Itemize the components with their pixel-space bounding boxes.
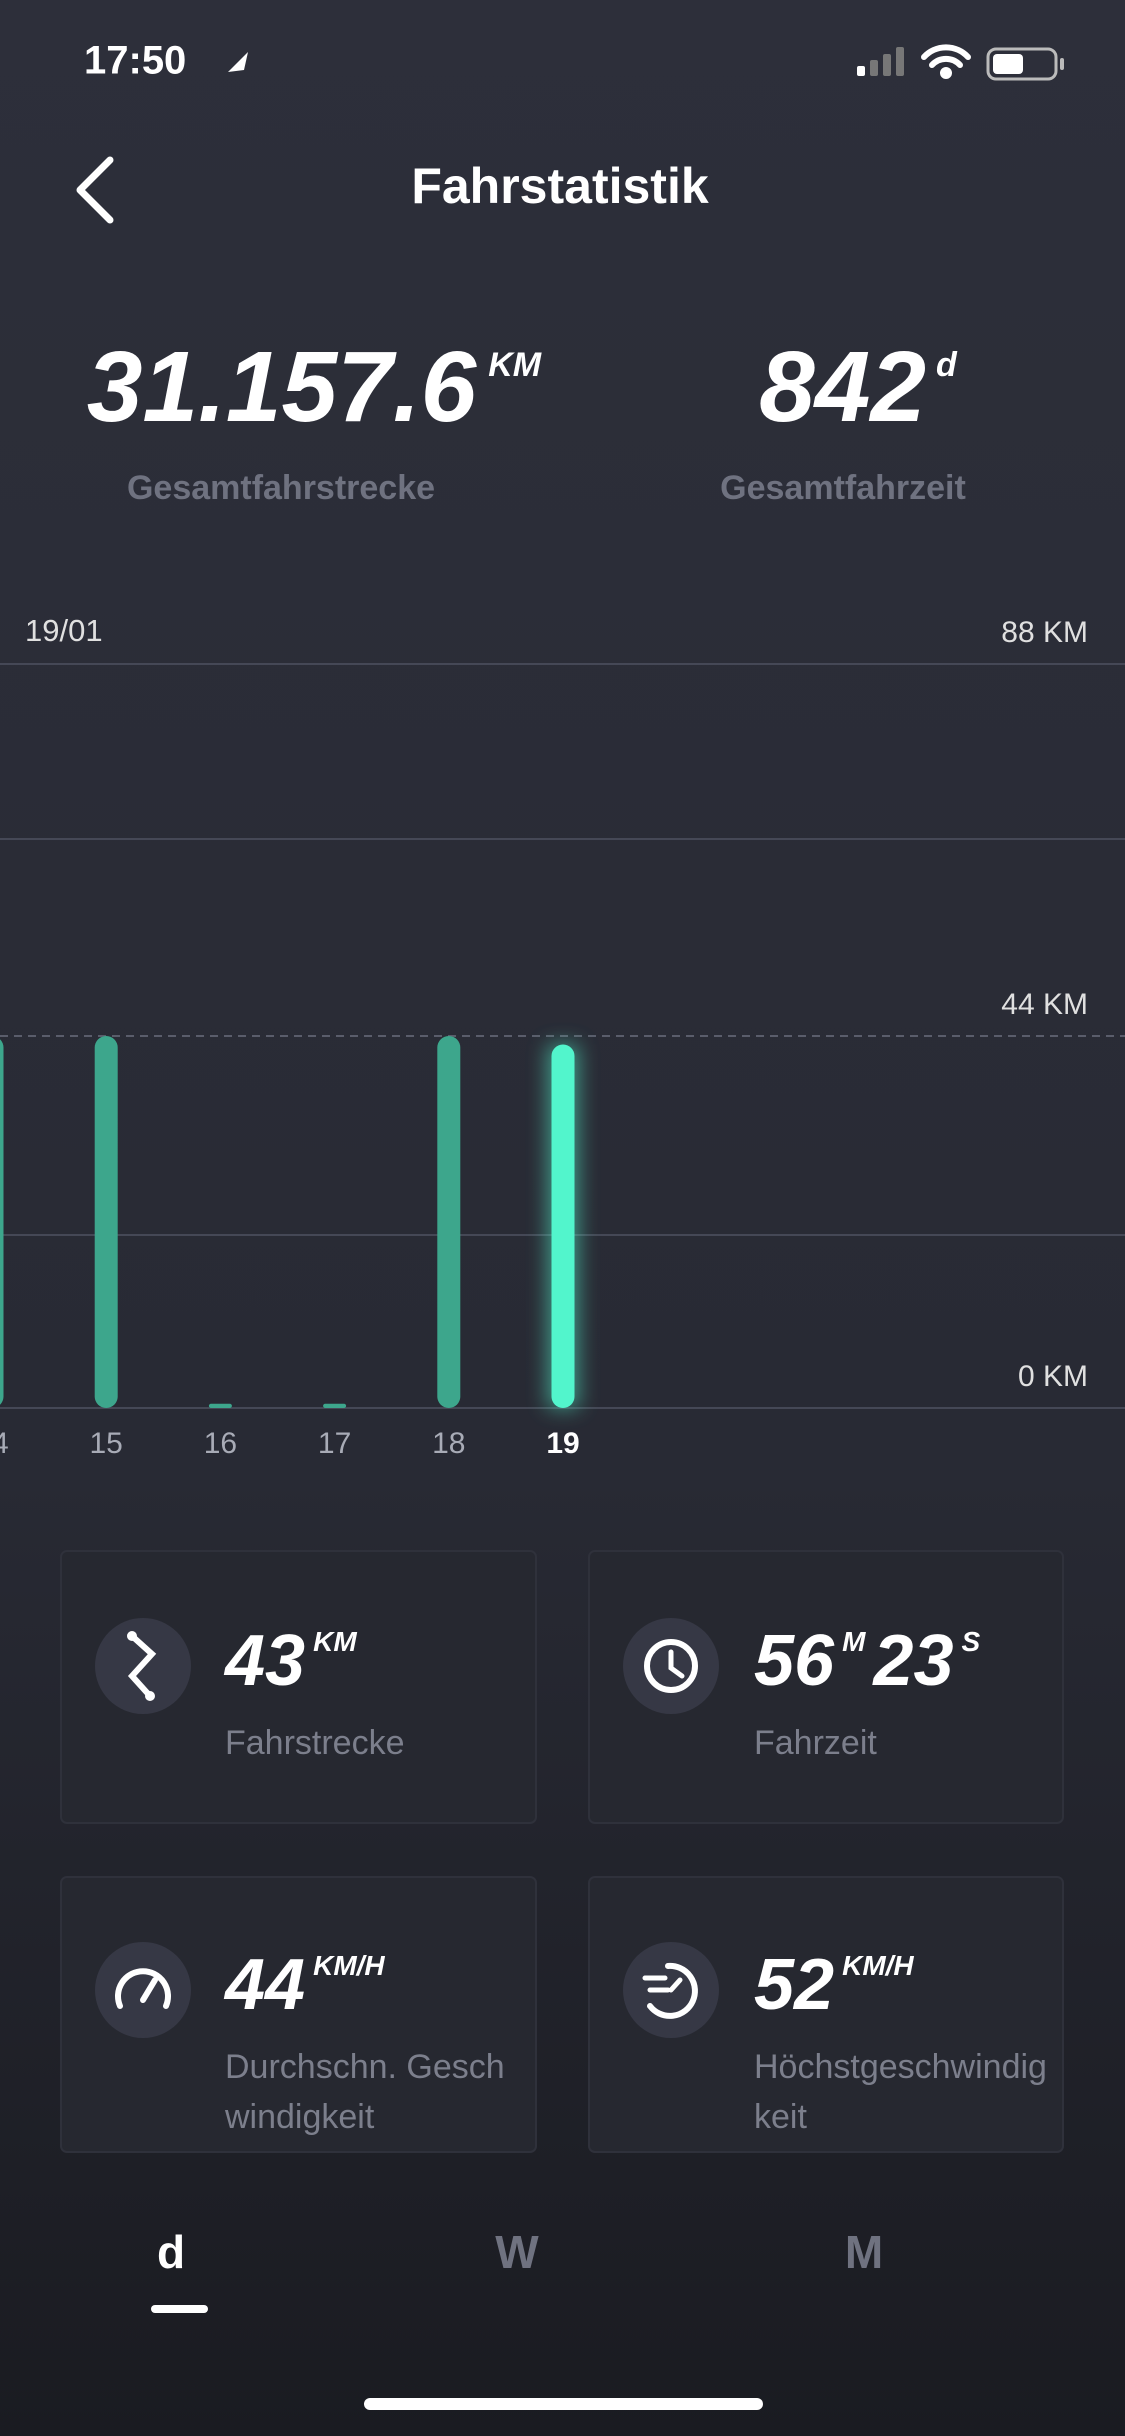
stat-card: [588, 1550, 1064, 1824]
status-time: 17:50: [84, 39, 186, 83]
stat-value: 56 M 23 S: [754, 1621, 981, 1701]
stat-number: 43: [223, 1621, 305, 1701]
stat-unit: S: [962, 1626, 981, 1657]
tab[interactable]: d: [157, 2226, 185, 2278]
stat-number: 23: [871, 1621, 953, 1701]
x-tick-label: 18: [432, 1427, 465, 1460]
stat-unit: KM: [313, 1626, 357, 1657]
stat-label-box: Höchstgeschwindigkeit: [754, 2048, 1047, 2136]
stat-value: 52 KM/H: [754, 1945, 914, 2025]
x-tick-label: 15: [90, 1427, 123, 1460]
y-tick-label: 88 KM: [1001, 616, 1088, 649]
wifi-icon: [921, 44, 971, 79]
home-indicator: [364, 2398, 763, 2410]
stat-card: [60, 1550, 537, 1824]
x-tick-label: 19: [546, 1427, 579, 1460]
tab[interactable]: W: [495, 2226, 539, 2278]
stat-card: [60, 1876, 537, 2153]
total-label: Gesamtfahrstrecke: [127, 469, 435, 507]
stat-label: Fahrzeit: [754, 1724, 877, 1762]
stat-label: Höchstgeschwindigkeit: [754, 2048, 1047, 2136]
y-tick-label: 44 KM: [1001, 988, 1088, 1021]
bar: [94, 1036, 118, 1408]
chart: 19/01 0 KM 44 KM 88 KM 14 15 16 17 18 19: [0, 613, 1125, 1460]
stat-value: 43 KM: [223, 1621, 357, 1701]
total-unit: KM: [488, 346, 542, 384]
y-tick-label: 0 KM: [1018, 1360, 1088, 1393]
total-value: 842: [759, 331, 926, 443]
stat-unit: KM/H: [842, 1950, 914, 1981]
stat-unit: M: [842, 1626, 866, 1657]
tab-indicator: [151, 2305, 208, 2313]
stat-label: Durchschn. Geschwindigkeit: [225, 2048, 505, 2136]
stat-number: 52: [754, 1945, 834, 2025]
back-button[interactable]: [76, 156, 114, 224]
x-tick-label: 17: [318, 1427, 351, 1460]
stat-label-box: Durchschn. Geschwindigkeit: [225, 2048, 505, 2136]
total-distance: 31.157.6 KM: [87, 331, 542, 443]
stat-value: 44 KM/H: [223, 1945, 385, 2025]
stat-number: 56: [754, 1621, 835, 1701]
x-tick-label: 14: [0, 1427, 9, 1460]
bar: [208, 1403, 232, 1408]
bar: [0, 1039, 4, 1405]
stat-number: 44: [223, 1945, 305, 2025]
location-icon: [228, 52, 248, 72]
stat-label-box: Fahrzeit: [754, 1724, 877, 1762]
x-tick-label: 16: [204, 1427, 237, 1460]
stat-label: Fahrstrecke: [225, 1724, 405, 1762]
total-label: Gesamtfahrzeit: [720, 469, 966, 507]
page-title: Fahrstatistik: [411, 158, 709, 214]
bar: [323, 1403, 347, 1408]
tab[interactable]: M: [845, 2226, 883, 2278]
bar: [551, 1044, 575, 1408]
total-unit: d: [936, 346, 958, 384]
stat-card: [588, 1876, 1064, 2153]
stat-unit: KM/H: [313, 1950, 385, 1981]
chart-title: 19/01: [25, 613, 103, 648]
battery-icon: [986, 47, 1064, 81]
bar: [437, 1036, 461, 1408]
stat-label-box: Fahrstrecke: [225, 1724, 405, 1762]
total-value: 31.157.6: [87, 331, 478, 443]
total-time: 842 d: [759, 331, 958, 443]
signal-icon: [857, 47, 904, 76]
